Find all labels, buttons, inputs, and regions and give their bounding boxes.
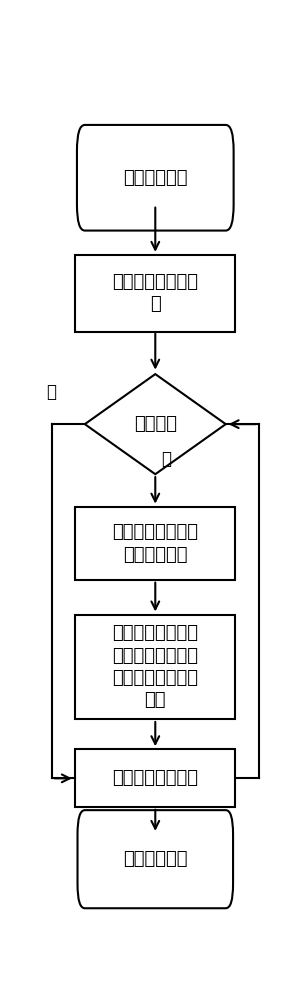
Bar [75,255,235,332]
Text: 是: 是 [161,450,171,468]
Bar [75,749,235,807]
Text: 巡检流程结束: 巡检流程结束 [123,850,188,868]
Text: 正常配置的巡检任
务: 正常配置的巡检任 务 [112,273,198,313]
Text: 根据机器人电量、
巡检点数量、巡检
线路智能计算巡检
间隔: 根据机器人电量、 巡检点数量、巡检 线路智能计算巡检 间隔 [112,624,198,709]
Text: 否: 否 [46,383,56,401]
Bar [75,507,235,580]
Text: 根据异常设备智能
规划巡检路线: 根据异常设备智能 规划巡检路线 [112,523,198,564]
Text: 执行异常设备巡检: 执行异常设备巡检 [112,769,198,787]
FancyBboxPatch shape [77,125,234,231]
Polygon shape [85,374,226,474]
Text: 巡检流程开始: 巡检流程开始 [123,169,188,187]
Text: 设备异常: 设备异常 [134,415,177,433]
FancyBboxPatch shape [78,810,233,908]
Bar [75,615,235,719]
